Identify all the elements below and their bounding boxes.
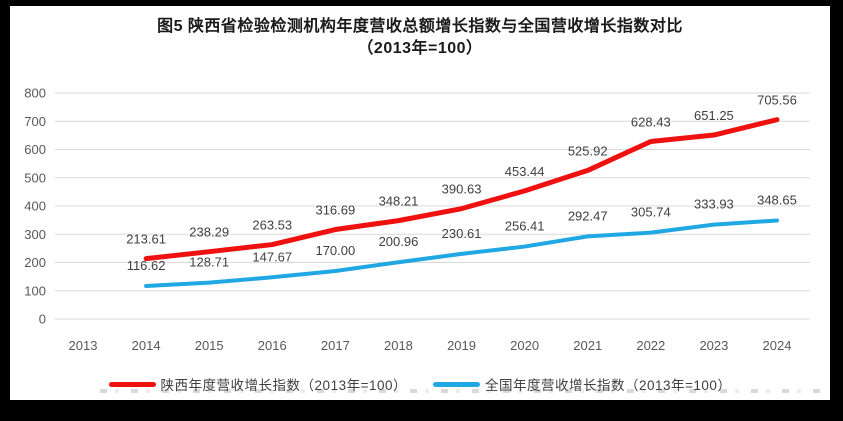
y-axis-tick-label: 500: [24, 170, 46, 185]
data-label: 390.63: [442, 182, 482, 197]
chart-title-line1: 图5 陕西省检验检测机构年度营收总额增长指数与全国营收增长指数对比: [157, 18, 683, 35]
y-axis-tick-label: 100: [24, 283, 46, 298]
y-axis-tick-label: 400: [24, 199, 46, 214]
y-axis-tick-label: 800: [24, 86, 46, 101]
x-axis-tick-label: 2016: [258, 338, 287, 353]
x-axis-tick-label: 2013: [69, 338, 98, 353]
x-axis-tick-label: 2021: [573, 338, 602, 353]
data-label: 256.41: [505, 219, 545, 234]
x-axis-tick-label: 2019: [447, 338, 476, 353]
data-label: 116.62: [127, 258, 166, 273]
data-label: 263.53: [252, 218, 292, 233]
x-axis-tick-label: 2022: [636, 338, 665, 353]
y-axis-tick-label: 200: [24, 255, 46, 270]
data-label: 305.74: [631, 205, 671, 220]
legend-item-shaanxi[interactable]: 陕西年度营收增长指数（2013年=100）: [108, 374, 407, 394]
y-axis-tick-label: 300: [24, 227, 46, 242]
legend-item-national[interactable]: 全国年度营收增长指数（2013年=100）: [433, 374, 731, 394]
data-label: 238.29: [189, 225, 229, 240]
x-axis-tick-label: 2020: [510, 338, 539, 353]
x-axis-tick-label: 2015: [195, 338, 224, 353]
chart-title-line2: （2013年=100）: [357, 40, 483, 57]
data-label: 292.47: [568, 208, 608, 223]
data-label: 128.71: [189, 255, 229, 270]
y-axis-tick-label: 700: [24, 114, 46, 129]
data-label: 213.61: [126, 232, 166, 247]
x-axis-tick-label: 2024: [763, 338, 792, 353]
data-label: 147.67: [252, 249, 292, 264]
x-axis-tick-label: 2014: [132, 338, 161, 353]
chart-canvas: 图5 陕西省检验检测机构年度营收总额增长指数与全国营收增长指数对比 （2013年…: [10, 6, 830, 400]
data-label: 651.25: [694, 108, 734, 123]
data-label: 453.44: [505, 164, 545, 179]
y-axis-tick-label: 600: [24, 142, 46, 157]
data-label: 628.43: [631, 114, 671, 129]
x-axis-tick-label: 2017: [321, 338, 350, 353]
data-label: 200.96: [379, 234, 419, 249]
data-label: 316.69: [315, 203, 355, 218]
legend: 陕西年度营收增长指数（2013年=100） 全国年度营收增长指数（2013年=1…: [10, 374, 830, 394]
y-axis-tick-label: 0: [39, 312, 46, 327]
x-axis-tick-label: 2023: [699, 338, 728, 353]
data-label: 170.00: [315, 243, 355, 258]
legend-label-shaanxi: 陕西年度营收增长指数（2013年=100）: [160, 378, 407, 393]
series-line-0: [143, 117, 780, 262]
data-label: 525.92: [568, 143, 608, 158]
data-label: 348.65: [757, 193, 797, 208]
data-label: 348.21: [379, 194, 419, 209]
legend-line-blue-icon: [433, 381, 480, 387]
legend-label-national: 全国年度营收增长指数（2013年=100）: [485, 378, 732, 393]
data-label: 333.93: [694, 197, 734, 212]
data-label: 230.61: [442, 226, 482, 241]
x-axis-tick-label: 2018: [384, 338, 413, 353]
series-line-1: [144, 218, 779, 289]
chart-title: 图5 陕西省检验检测机构年度营收总额增长指数与全国营收增长指数对比 （2013年…: [10, 16, 830, 60]
data-label: 705.56: [757, 93, 797, 108]
legend-line-red-icon: [108, 381, 156, 387]
